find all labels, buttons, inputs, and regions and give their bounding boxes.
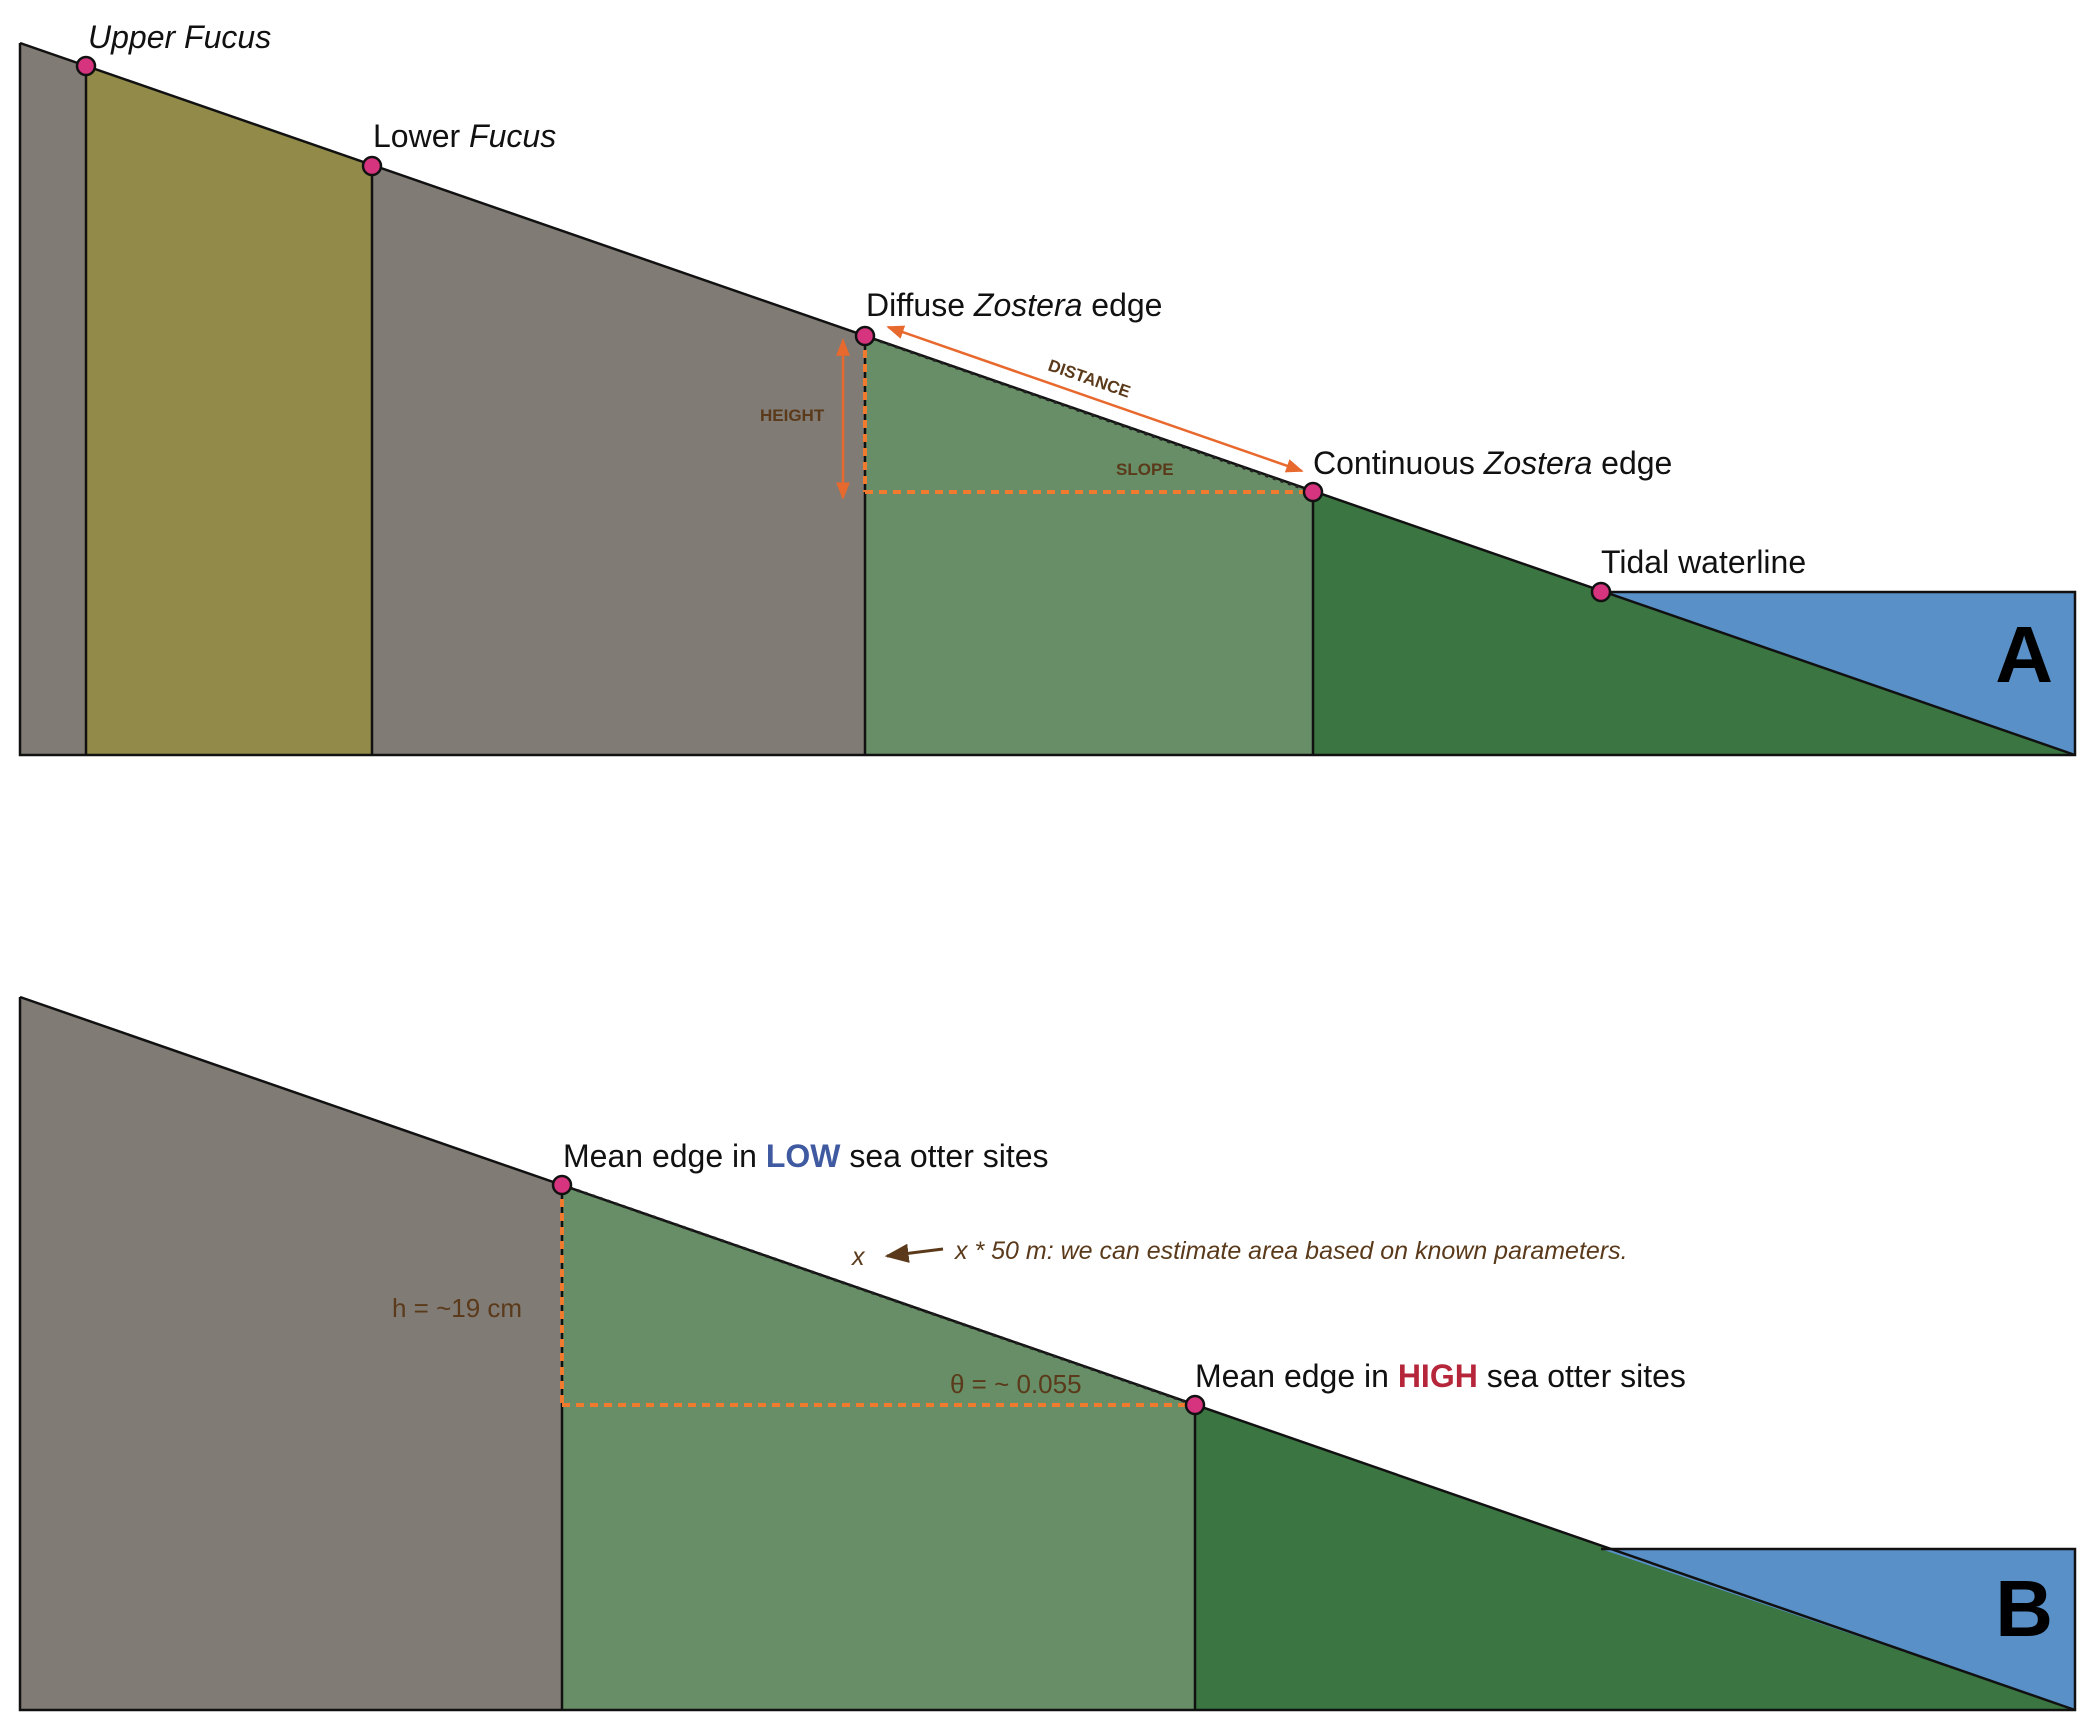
angle-annotation: θ = ~ 0.055 bbox=[950, 1369, 1082, 1399]
high-otter-label: Mean edge in HIGH sea otter sites bbox=[1195, 1358, 1686, 1394]
low-otter-zone bbox=[562, 1185, 1195, 1710]
distance-arrow bbox=[886, 325, 1304, 473]
low-otter-label: Mean edge in LOW sea otter sites bbox=[563, 1138, 1049, 1174]
rock-zone-upper bbox=[20, 43, 86, 755]
diffuse-edge-marker bbox=[854, 325, 876, 347]
area-note: x * 50 m: we can estimate area based on … bbox=[954, 1237, 1628, 1265]
slope-tag: SLOPE bbox=[1116, 460, 1174, 479]
continuous-edge-marker bbox=[1302, 481, 1324, 503]
upper-fucus-zone bbox=[86, 66, 372, 755]
rock-zone-mid bbox=[372, 166, 865, 755]
x-pointer-arrow bbox=[884, 1243, 944, 1263]
diffuse-zostera-zone bbox=[865, 336, 1313, 755]
panel-b-frame bbox=[18, 997, 2077, 1712]
upper-fucus-marker bbox=[75, 55, 97, 77]
rock-zone-b bbox=[20, 997, 562, 1710]
lower-fucus-marker bbox=[361, 155, 383, 177]
tidal-waterline-marker bbox=[1590, 581, 1612, 603]
high-otter-edge-marker bbox=[1184, 1394, 1206, 1416]
distance-tag: DISTANCE bbox=[1046, 356, 1133, 402]
diffuse-edge-label: Diffuse Zostera edge bbox=[866, 287, 1162, 323]
height-tag: HEIGHT bbox=[760, 406, 825, 425]
tidal-waterline-label: Tidal waterline bbox=[1601, 544, 1806, 580]
continuous-edge-label: Continuous Zostera edge bbox=[1313, 445, 1672, 481]
height-annotation: h = ~19 cm bbox=[392, 1293, 522, 1323]
panel-a-frame bbox=[18, 43, 2077, 757]
panel-b: Mean edge in LOW sea otter sites Mean ed… bbox=[18, 995, 2077, 1712]
lower-fucus-label: Lower Fucus bbox=[373, 118, 556, 154]
panel-a-letter: A bbox=[1995, 610, 2053, 699]
panel-a: HEIGHT DISTANCE SLOPE Upper Fucus Lower … bbox=[18, 19, 2077, 757]
x-symbol: x bbox=[851, 1243, 866, 1271]
upper-fucus-label: Upper Fucus bbox=[88, 19, 271, 55]
low-otter-edge-marker bbox=[551, 1174, 573, 1196]
panel-b-letter: B bbox=[1995, 1564, 2053, 1653]
